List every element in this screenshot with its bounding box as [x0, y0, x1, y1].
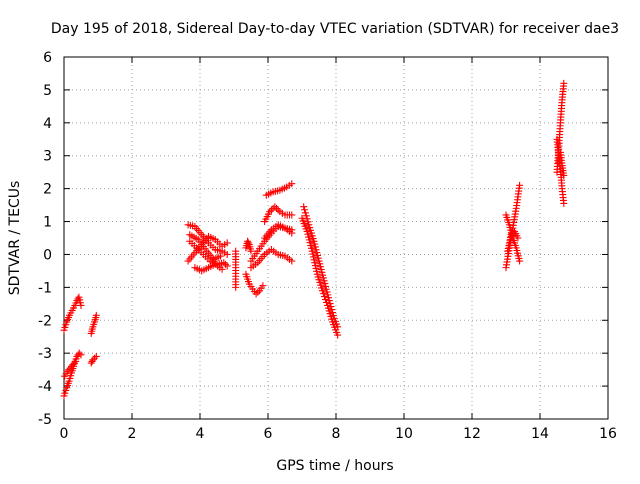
grid: [64, 57, 608, 419]
data-point: [89, 356, 97, 364]
data-point: [252, 290, 260, 298]
data-point: [274, 206, 282, 214]
data-point: [273, 204, 280, 212]
data-point: [75, 349, 83, 357]
data-point: [319, 290, 327, 298]
data-point: [301, 206, 309, 214]
x-tick-label: 2: [128, 426, 137, 442]
chart-title: Day 195 of 2018, Sidereal Day-to-day VTE…: [51, 21, 619, 37]
data-point: [223, 250, 231, 258]
y-tick-label: -3: [38, 346, 52, 362]
data-point: [266, 208, 274, 216]
data-point: [77, 351, 85, 359]
data-point: [254, 288, 262, 296]
data-point: [560, 199, 568, 207]
data-points: [60, 79, 568, 400]
data-point: [320, 293, 328, 301]
data-point: [334, 331, 342, 339]
data-point: [304, 218, 312, 226]
data-point: [514, 234, 522, 242]
data-point: [560, 79, 568, 87]
y-tick-label: -4: [38, 379, 52, 395]
data-point: [507, 231, 515, 239]
data-point: [92, 352, 100, 360]
x-tick-label: 12: [463, 426, 481, 442]
y-tick-label: 4: [43, 116, 52, 132]
y-tick-label: 6: [43, 50, 52, 66]
x-tick-label: 14: [531, 426, 549, 442]
data-point: [247, 247, 255, 255]
data-point: [74, 295, 82, 303]
data-point: [259, 282, 267, 290]
x-tick-label: 4: [196, 426, 205, 442]
data-point: [560, 171, 568, 179]
data-point: [216, 252, 224, 260]
y-tick-label: 3: [43, 149, 52, 165]
data-point: [271, 203, 279, 211]
x-tick-label: 10: [395, 426, 413, 442]
plot-frame: [63, 56, 609, 420]
data-point: [232, 283, 240, 291]
data-point: [87, 359, 95, 367]
y-tick-label: -2: [38, 313, 52, 329]
data-point: [516, 257, 524, 265]
data-point: [300, 203, 308, 211]
y-tick-label: 5: [43, 83, 52, 99]
y-tick-label: 0: [43, 247, 52, 263]
data-point: [218, 265, 226, 273]
y-axis-label: SDTVAR / TECUs: [7, 181, 23, 296]
data-point: [220, 259, 228, 267]
data-point: [91, 354, 99, 362]
data-point: [322, 299, 330, 307]
data-point: [302, 212, 310, 220]
data-point: [301, 209, 309, 217]
data-point: [223, 239, 231, 247]
y-tick-label: -1: [38, 280, 52, 296]
data-point: [77, 301, 85, 309]
x-tick-label: 16: [599, 426, 617, 442]
y-tick-label: 2: [43, 182, 52, 198]
y-tick-label: -5: [38, 412, 52, 428]
y-tick-label: 1: [43, 215, 52, 231]
data-point: [321, 296, 329, 304]
data-point: [70, 359, 78, 367]
x-tick-label: 8: [332, 426, 341, 442]
data-point: [288, 229, 296, 237]
data-point: [288, 180, 296, 188]
data-point: [267, 206, 275, 214]
data-point: [516, 181, 524, 189]
data-point: [244, 237, 252, 245]
data-point: [288, 257, 296, 265]
data-point: [222, 260, 229, 268]
data-point: [288, 211, 296, 219]
data-point: [223, 262, 231, 270]
x-tick-label: 6: [264, 426, 273, 442]
data-point: [92, 311, 100, 319]
x-axis-label: GPS time / hours: [276, 458, 393, 474]
data-point: [72, 357, 80, 365]
x-tick-label: 0: [60, 426, 69, 442]
data-point: [318, 287, 326, 295]
data-point: [244, 239, 252, 247]
